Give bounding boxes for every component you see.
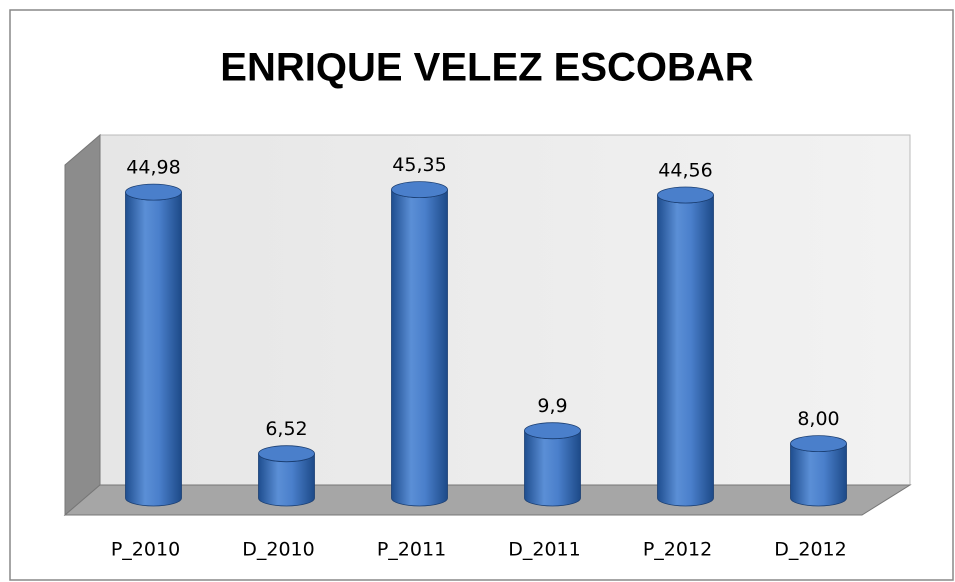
data-label: 44,98 [126, 157, 180, 179]
data-label: 44,56 [658, 159, 712, 181]
x-tick-label: D_2012 [774, 539, 846, 561]
cylinder-top [524, 422, 581, 440]
x-tick-label: D_2011 [508, 539, 580, 561]
data-label: 6,52 [265, 418, 307, 440]
x-tick-label: P_2011 [377, 539, 446, 561]
data-label: 9,9 [537, 395, 567, 417]
x-tick-label: P_2010 [111, 539, 180, 561]
cylinder-top [258, 445, 315, 463]
side-wall [64, 133, 101, 517]
back-wall [99, 134, 911, 486]
cylinder-top [125, 183, 182, 201]
data-label: 8,00 [797, 408, 839, 430]
floor [63, 484, 912, 516]
chart-title: ENRIQUE VELEZ ESCOBAR [220, 46, 754, 90]
cylinder-bar [790, 443, 847, 507]
cylinder-bar [657, 194, 714, 507]
data-label: 45,35 [392, 154, 446, 176]
cylinder-bar [391, 189, 448, 507]
cylinder-top [391, 181, 448, 199]
cylinder-top [790, 435, 847, 453]
cylinder-bar [125, 192, 182, 507]
x-tick-label: P_2012 [643, 539, 712, 561]
x-tick-label: D_2010 [242, 539, 314, 561]
cylinder-top [657, 186, 714, 204]
cylinder-bar [524, 430, 581, 507]
